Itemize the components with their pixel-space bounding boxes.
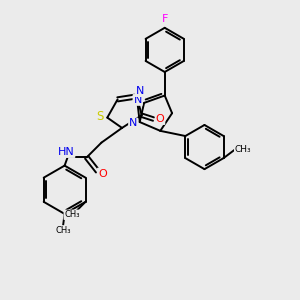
Text: N: N bbox=[136, 86, 144, 96]
Text: HN: HN bbox=[58, 147, 74, 157]
Text: N: N bbox=[134, 95, 142, 105]
Text: O: O bbox=[98, 169, 107, 178]
Text: CH₃: CH₃ bbox=[56, 226, 71, 235]
Text: N: N bbox=[129, 118, 137, 128]
Text: CH₃: CH₃ bbox=[235, 146, 251, 154]
Text: F: F bbox=[161, 14, 168, 24]
Text: O: O bbox=[156, 114, 164, 124]
Text: S: S bbox=[96, 110, 103, 123]
Text: CH₃: CH₃ bbox=[64, 210, 80, 219]
